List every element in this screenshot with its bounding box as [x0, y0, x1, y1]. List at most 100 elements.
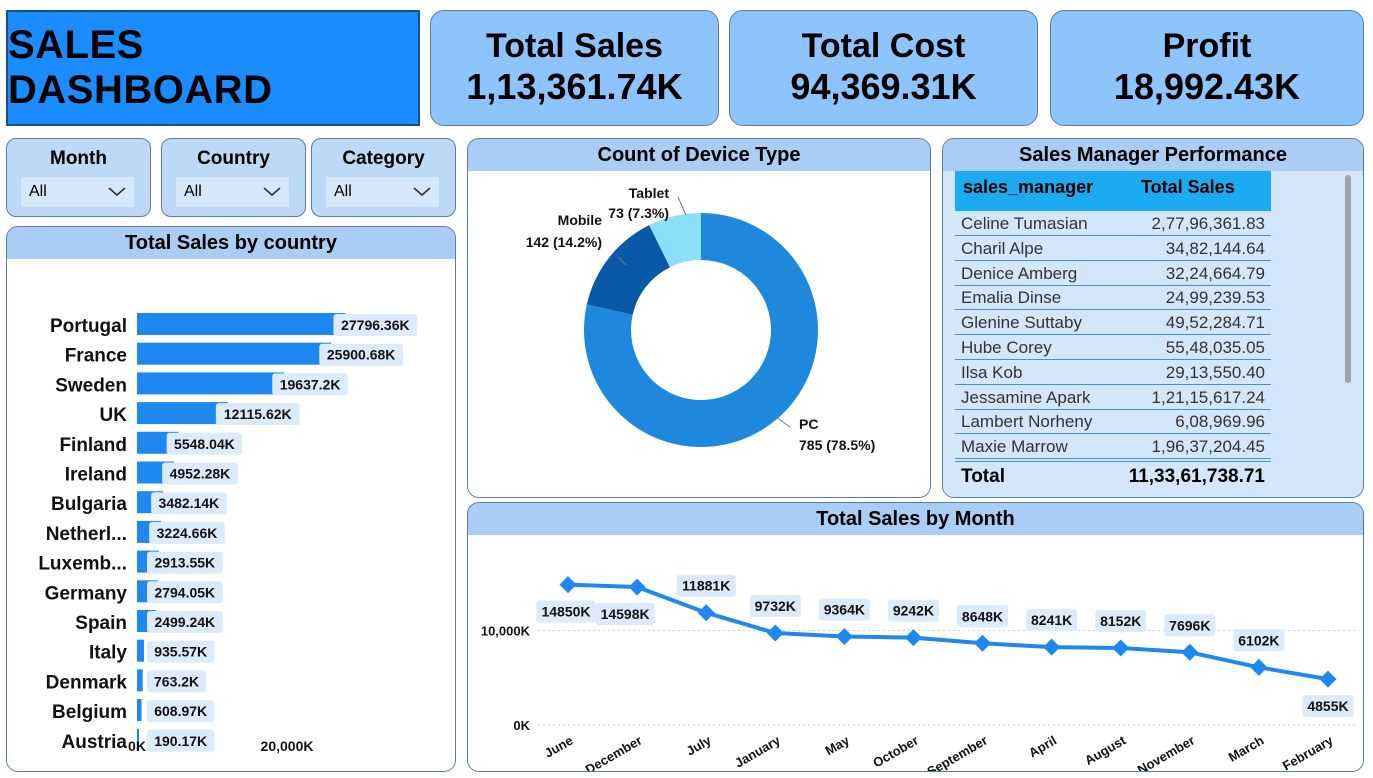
country-label: UK [100, 405, 128, 426]
column-header-total-sales[interactable]: Total Sales [1141, 177, 1235, 197]
country-data-label-bg [147, 551, 223, 574]
table-row[interactable]: Denice Amberg 32,24,664.79 [955, 261, 1271, 286]
data-point[interactable] [697, 604, 715, 622]
country-data-label: 19637.2K [280, 376, 341, 392]
country-label: Austria [62, 732, 128, 753]
data-point[interactable] [1112, 639, 1130, 657]
manager-name: Lambert Norheny [961, 412, 1093, 432]
country-data-label-group: 2913.55K [147, 551, 223, 574]
slicer-category: Category All [311, 138, 456, 217]
country-data-label: 935.57K [154, 644, 207, 660]
country-data-label: 3482.14K [159, 495, 220, 511]
country-bar[interactable] [137, 313, 346, 335]
country-bar[interactable] [137, 402, 228, 425]
month-data-label-group: 8648K [957, 605, 1009, 628]
country-data-label-bg [147, 670, 207, 693]
table-row[interactable]: Lambert Norheny 6,08,969.96 [955, 409, 1271, 435]
kpi-value: 1,13,361.74K [466, 66, 683, 107]
month-data-label-group: 14850K [536, 600, 596, 623]
month-data-label-bg [1302, 695, 1354, 718]
country-bar[interactable] [137, 372, 285, 395]
manager-name: Ilsa Kob [961, 362, 1023, 382]
data-point[interactable] [904, 629, 922, 647]
category-dropdown[interactable]: All [326, 177, 439, 207]
donut-slice-tablet[interactable] [649, 213, 701, 268]
country-label: Spain [75, 613, 127, 634]
country-bar[interactable] [137, 728, 139, 751]
country-label: Bulgaria [51, 494, 127, 515]
country-data-label-bg [333, 314, 418, 336]
country-bar[interactable] [137, 639, 145, 662]
table-row[interactable]: Jessamine Apark 1,21,15,617.24 [955, 385, 1271, 410]
country-data-label-bg [166, 432, 243, 455]
country-data-label-group: 2794.05K [147, 581, 223, 604]
month-data-label-bg [957, 605, 1009, 628]
donut-slice-mobile[interactable] [586, 225, 671, 315]
country-bar[interactable] [137, 669, 143, 692]
table-total-row: Total 11,33,61,738.71 [955, 461, 1271, 491]
month-data-label-group: 9242K [887, 599, 939, 622]
month-data-label: 9364K [824, 602, 865, 618]
x-tick-label: November [1135, 733, 1198, 771]
country-data-label-bg [147, 729, 215, 752]
chevron-down-icon [413, 187, 431, 197]
month-data-label-bg [595, 603, 655, 626]
data-point[interactable] [835, 628, 853, 645]
country-data-label-bg [162, 462, 238, 485]
slice-value-label: 785 (78.5%) [799, 437, 875, 453]
manager-name: Hube Corey [961, 338, 1052, 357]
month-data-label-bg [887, 599, 939, 622]
donut-slice-pc[interactable] [584, 213, 818, 447]
table-row[interactable]: Ilsa Kob 29,13,550.40 [955, 360, 1271, 385]
kpi-label: Profit [1162, 27, 1252, 65]
slice-name-label: PC [799, 416, 818, 432]
country-dropdown[interactable]: All [176, 177, 289, 207]
data-point[interactable] [628, 578, 646, 596]
table-row[interactable]: Charil Alpe 34,82,144.64 [955, 236, 1271, 261]
table-row[interactable]: Celine Tumasian 2,77,96,361.83 [955, 211, 1271, 236]
data-point[interactable] [1043, 638, 1061, 656]
x-tick-label: February [1280, 732, 1336, 771]
table-row[interactable]: Glenine Suttaby 49,52,284.71 [955, 310, 1271, 336]
data-point[interactable] [1181, 643, 1199, 661]
leader-line [775, 416, 791, 428]
month-line-chart: 10,000K 0K 14850K June 14598K December 11881K J… [481, 574, 1358, 771]
data-point[interactable] [766, 624, 784, 642]
data-point[interactable] [974, 634, 992, 652]
slicer-country: Country All [161, 138, 306, 217]
manager-name: Maxie Marrow [961, 437, 1068, 457]
table-row[interactable]: Emalia Dinse 24,99,239.53 [955, 285, 1271, 311]
data-point[interactable] [559, 576, 577, 594]
manager-total-sales: 6,08,969.96 [1175, 412, 1265, 432]
table-row[interactable]: Maxie Marrow 1,96,37,204.45 [955, 434, 1271, 460]
month-chart-panel: Total Sales by Month 10,000K 0K 14850K June… [467, 502, 1364, 772]
table-row[interactable]: Hube Corey 55,48,035.05 [955, 335, 1271, 360]
x-tick-label: December [583, 733, 645, 771]
scrollbar-thumb[interactable] [1345, 175, 1351, 383]
slicer-month: Month All [6, 138, 151, 217]
column-header-sales-manager[interactable]: sales_manager [963, 177, 1094, 197]
country-chart-area: Portugal 27796.36K France 25900.68K Sweden 19… [7, 259, 455, 771]
month-data-label: 8648K [962, 608, 1003, 624]
country-data-label: 5548.04K [174, 436, 235, 452]
month-dropdown[interactable]: All [21, 177, 134, 207]
slicer-title: Country [197, 148, 270, 169]
data-point[interactable] [1250, 658, 1268, 676]
month-chart-title: Total Sales by Month [468, 503, 1363, 535]
country-bar[interactable] [137, 699, 142, 722]
month-data-label: 6102K [1238, 632, 1279, 648]
country-label: Germany [45, 583, 128, 604]
country-label: Belgium [52, 702, 127, 723]
month-data-label: 14850K [541, 604, 590, 620]
table-scrollbar[interactable] [1345, 171, 1352, 493]
month-data-label: 9732K [755, 598, 796, 614]
country-bar[interactable] [137, 342, 332, 365]
month-data-label-bg [1233, 629, 1285, 652]
month-chart-area: 10,000K 0K 14850K June 14598K December 11881K J… [468, 535, 1363, 771]
data-point[interactable] [1319, 670, 1337, 688]
manager-total-sales: 55,48,035.05 [1165, 338, 1265, 357]
month-data-label-bg [536, 600, 596, 623]
x-tick-label: August [1082, 732, 1129, 768]
country-data-label-group: 190.17K [147, 729, 215, 752]
kpi-profit: Profit 18,992.43K [1050, 10, 1364, 126]
